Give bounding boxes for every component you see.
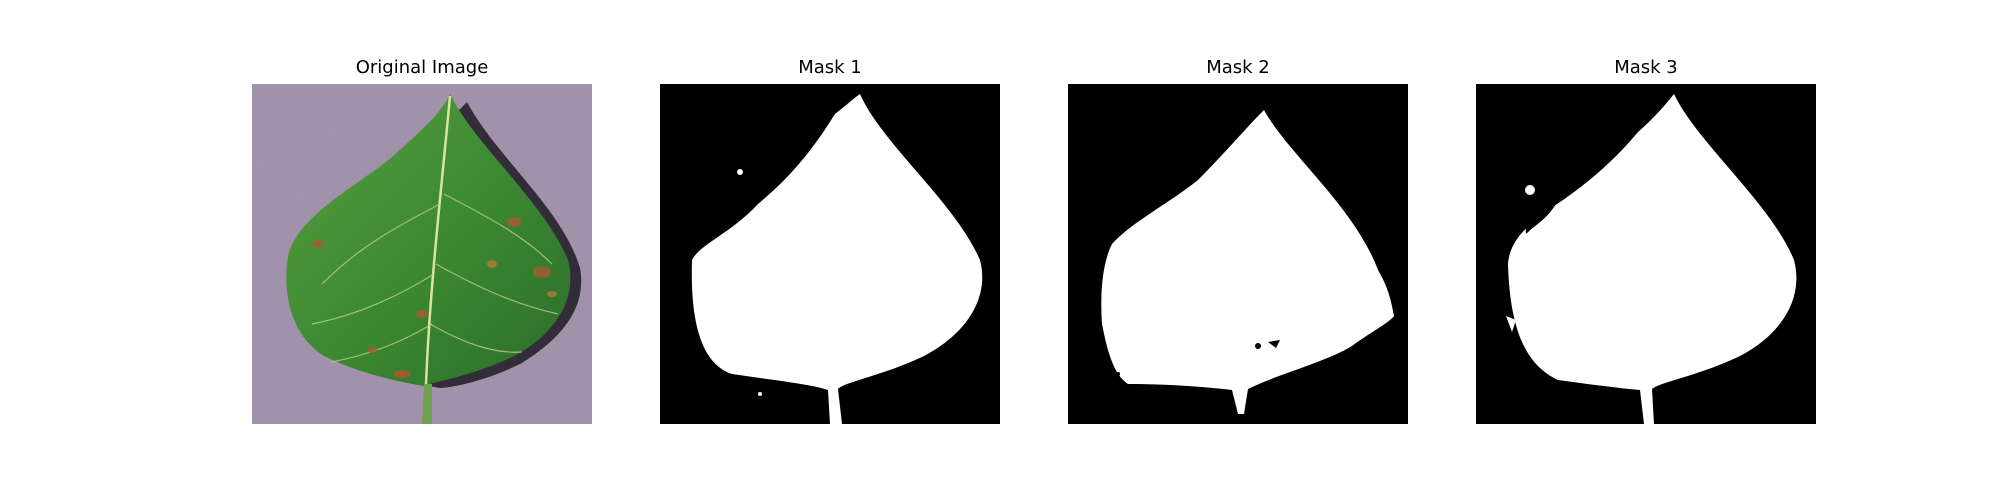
mask-3-title: Mask 3 <box>1614 57 1678 78</box>
mask-1-image <box>660 84 1000 424</box>
mask-1-title: Mask 1 <box>798 57 862 78</box>
original-image-panel: Original Image <box>252 56 592 426</box>
mask-3-image <box>1476 84 1816 424</box>
original-leaf-photo <box>252 84 592 424</box>
mask-2-image <box>1068 84 1408 424</box>
mask-3-panel: Mask 3 <box>1476 56 1816 426</box>
mask-2-title: Mask 2 <box>1206 57 1270 78</box>
mask-2-panel: Mask 2 <box>1068 56 1408 426</box>
original-image-title: Original Image <box>355 57 489 78</box>
mask-1-panel: Mask 1 <box>660 56 1000 426</box>
